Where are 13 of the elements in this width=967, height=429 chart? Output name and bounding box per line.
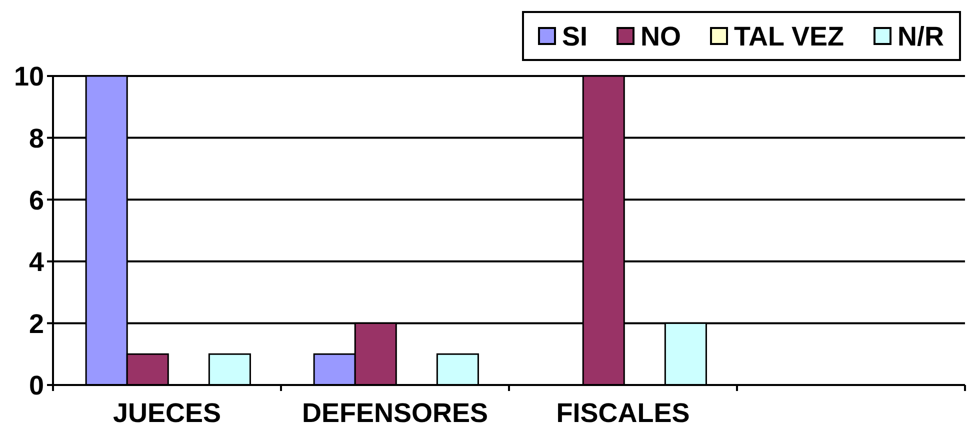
y-tick-label: 2 (28, 308, 44, 339)
y-tick-label: 4 (28, 247, 44, 278)
legend-label: N/R (898, 22, 944, 52)
legend-label: SI (562, 22, 588, 52)
legend-label: TAL VEZ (734, 22, 844, 52)
x-tick-label: DEFENSORES (302, 398, 488, 428)
y-tick-label: 6 (28, 185, 44, 216)
legend-label: NO (640, 22, 682, 52)
y-tick-label: 10 (14, 62, 44, 92)
y-tick-label: 0 (28, 370, 44, 401)
y-tick-label: 8 (28, 124, 44, 154)
x-tick-label: JUECES (112, 398, 222, 428)
x-tick-label: FISCALES (556, 398, 690, 428)
